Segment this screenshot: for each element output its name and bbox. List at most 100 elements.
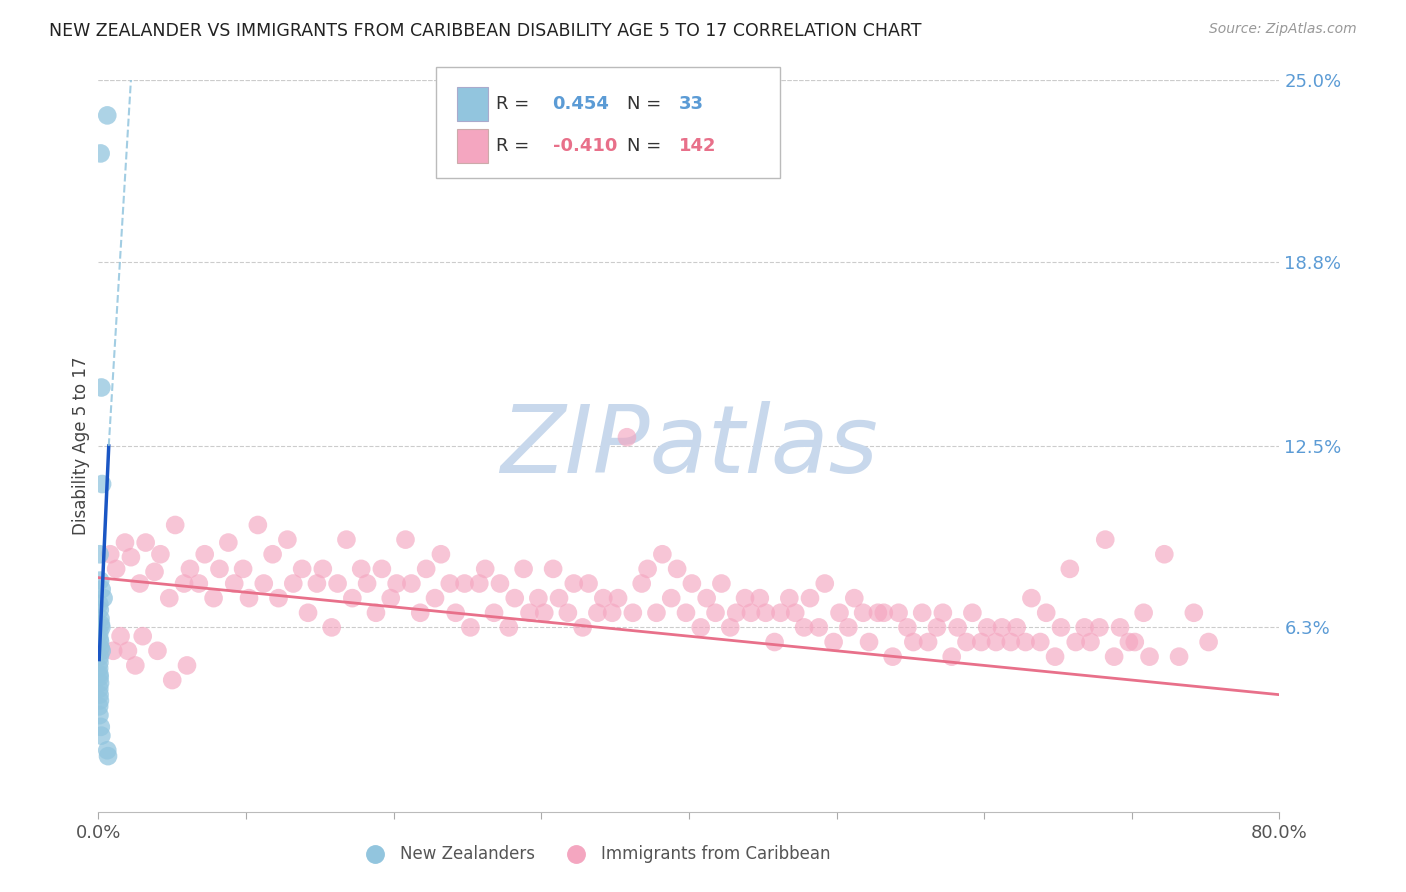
Point xyxy=(696,591,718,606)
Point xyxy=(489,576,512,591)
Point xyxy=(176,658,198,673)
Point xyxy=(89,603,111,617)
Point xyxy=(439,576,461,591)
Point xyxy=(887,606,910,620)
Point xyxy=(785,606,807,620)
Point xyxy=(217,535,239,549)
Point xyxy=(90,720,112,734)
Point xyxy=(734,591,756,606)
Point xyxy=(342,591,364,606)
Point xyxy=(562,576,585,591)
Point xyxy=(297,606,319,620)
Point xyxy=(1118,635,1140,649)
Point xyxy=(586,606,609,620)
Point xyxy=(976,620,998,634)
Point xyxy=(321,620,343,634)
Point xyxy=(689,620,711,634)
Text: N =: N = xyxy=(627,137,666,155)
Text: 142: 142 xyxy=(679,137,717,155)
Point xyxy=(1080,635,1102,649)
Point xyxy=(991,620,1014,634)
Point xyxy=(769,606,792,620)
Point xyxy=(135,535,157,549)
Point xyxy=(305,576,328,591)
Point xyxy=(1029,635,1052,649)
Point xyxy=(326,576,349,591)
Point xyxy=(704,606,727,620)
Point xyxy=(371,562,394,576)
Text: N =: N = xyxy=(627,95,666,113)
Point xyxy=(748,591,770,606)
Text: -0.410: -0.410 xyxy=(553,137,617,155)
Point xyxy=(984,635,1007,649)
Point xyxy=(763,635,786,649)
Point xyxy=(124,658,146,673)
Point xyxy=(430,547,453,561)
Point xyxy=(1035,606,1057,620)
Point xyxy=(90,617,112,632)
Point xyxy=(592,591,614,606)
Point xyxy=(283,576,305,591)
Point xyxy=(616,430,638,444)
Point xyxy=(814,576,837,591)
Point xyxy=(246,518,269,533)
Point xyxy=(89,635,111,649)
Point xyxy=(194,547,217,561)
Point xyxy=(600,606,623,620)
Point xyxy=(1014,635,1036,649)
Point xyxy=(659,591,682,606)
Point xyxy=(1132,606,1154,620)
Point xyxy=(1088,620,1111,634)
Point xyxy=(903,635,925,649)
Point xyxy=(162,673,183,687)
Point xyxy=(503,591,526,606)
Point xyxy=(267,591,290,606)
Text: R =: R = xyxy=(496,95,536,113)
Point xyxy=(291,562,314,576)
Point xyxy=(844,591,866,606)
Point xyxy=(89,656,111,670)
Point xyxy=(90,380,112,394)
Point xyxy=(755,606,778,620)
Point xyxy=(224,576,246,591)
Point xyxy=(89,699,111,714)
Point xyxy=(208,562,231,576)
Point xyxy=(740,606,762,620)
Point xyxy=(356,576,378,591)
Point xyxy=(89,670,111,684)
Point xyxy=(1050,620,1073,634)
Point xyxy=(335,533,357,547)
Point xyxy=(932,606,955,620)
Point xyxy=(718,620,741,634)
Point xyxy=(681,576,703,591)
Point xyxy=(778,591,800,606)
Point xyxy=(460,620,482,634)
Point xyxy=(1139,649,1161,664)
Point xyxy=(89,667,111,681)
Point xyxy=(637,562,659,576)
Point xyxy=(90,146,112,161)
Y-axis label: Disability Age 5 to 17: Disability Age 5 to 17 xyxy=(72,357,90,535)
Point xyxy=(364,606,387,620)
Point xyxy=(823,635,845,649)
Text: 0.454: 0.454 xyxy=(553,95,609,113)
Point xyxy=(89,547,111,561)
Point xyxy=(807,620,830,634)
Point xyxy=(262,547,284,561)
Point xyxy=(571,620,593,634)
Text: NEW ZEALANDER VS IMMIGRANTS FROM CARIBBEAN DISABILITY AGE 5 TO 17 CORRELATION CH: NEW ZEALANDER VS IMMIGRANTS FROM CARIBBE… xyxy=(49,22,922,40)
Point xyxy=(527,591,550,606)
Point xyxy=(607,591,630,606)
Point xyxy=(143,565,166,579)
Point xyxy=(970,635,993,649)
Point xyxy=(128,576,150,591)
Point xyxy=(651,547,673,561)
Point xyxy=(165,518,187,533)
Point xyxy=(482,606,505,620)
Point xyxy=(90,644,112,658)
Point xyxy=(90,729,112,743)
Point xyxy=(519,606,541,620)
Point xyxy=(97,749,120,764)
Point xyxy=(852,606,875,620)
Point xyxy=(89,632,111,646)
